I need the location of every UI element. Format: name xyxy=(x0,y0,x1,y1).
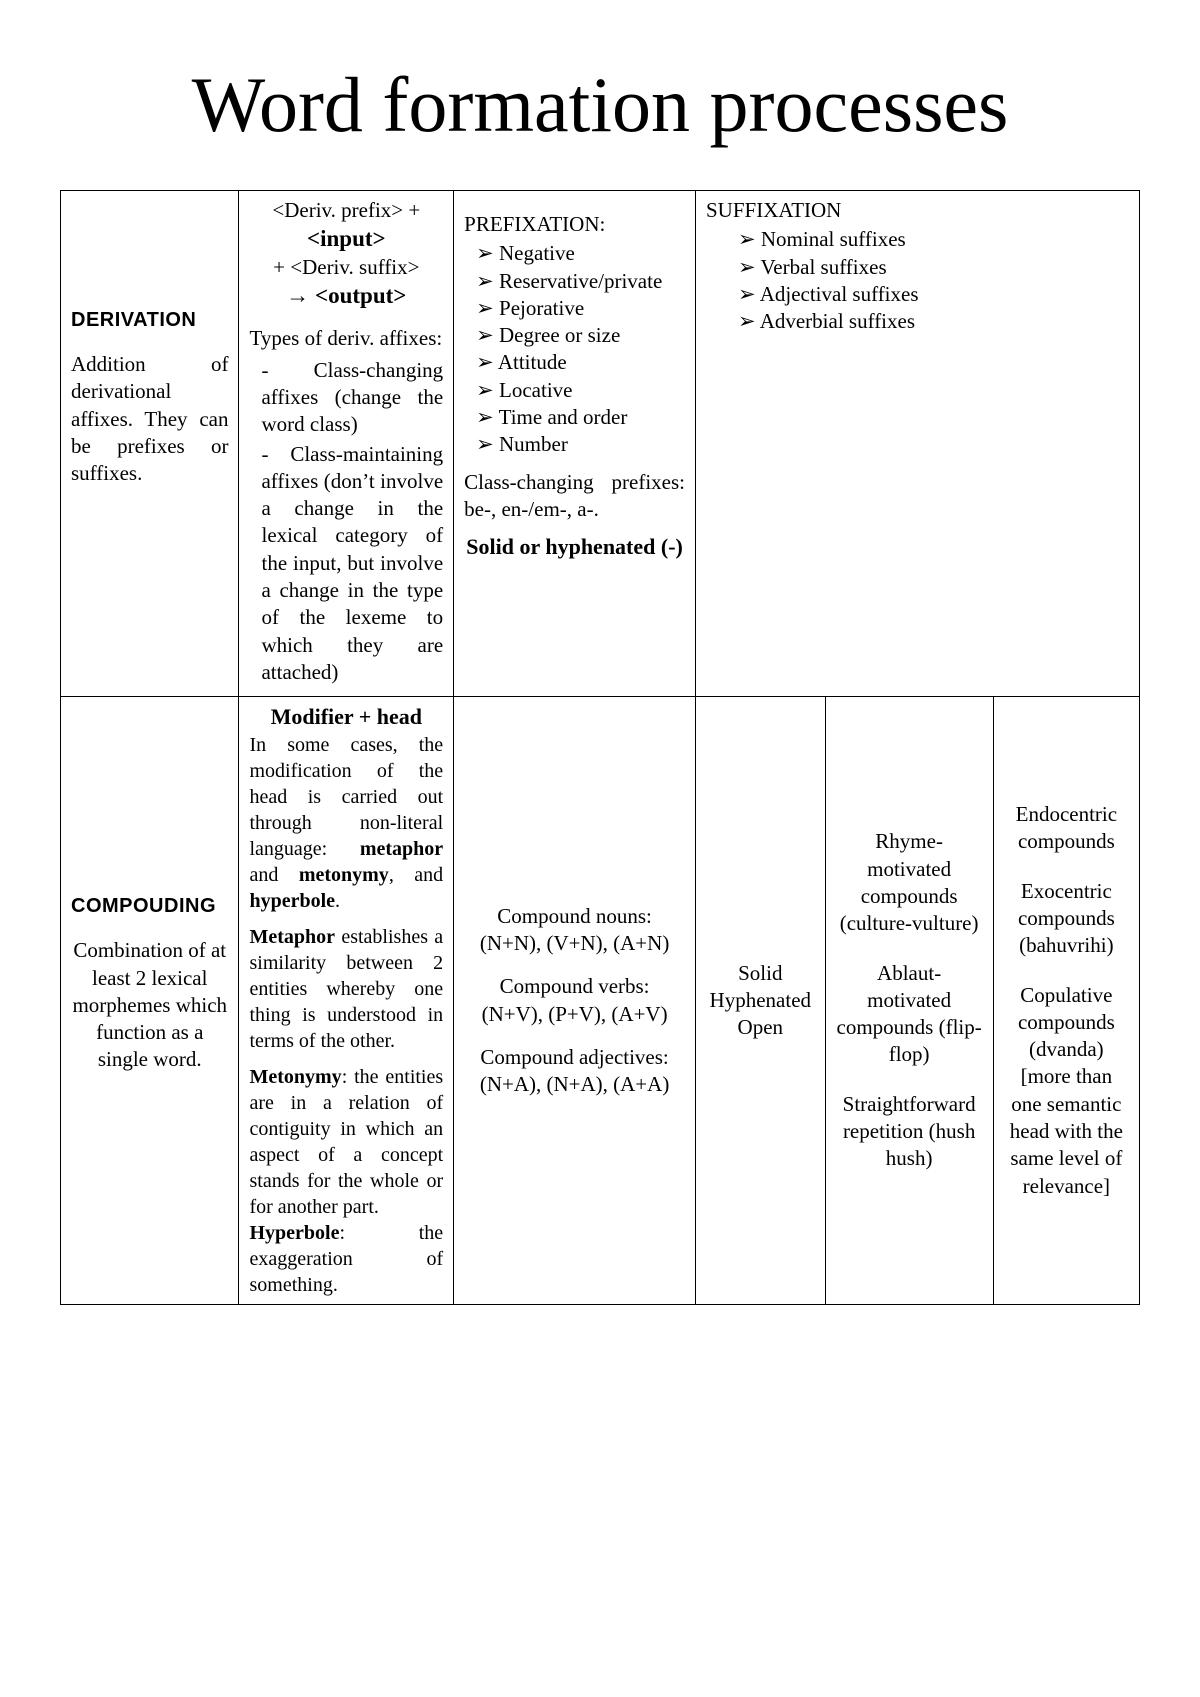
formula-line: <input> xyxy=(249,224,443,254)
prefixation-list: Negative Reservative/private Pejorative … xyxy=(464,240,685,458)
text: : the entities are in a relation of cont… xyxy=(249,1066,443,1218)
spelling-line: Solid xyxy=(706,960,815,987)
cnouns-h: Compound nouns: xyxy=(464,903,685,930)
list-item: Negative xyxy=(472,240,685,267)
solid-hyphenated: Solid or hyphenated (-) xyxy=(464,533,685,562)
head-b: Exocentric compounds (bahuvrihi) xyxy=(1004,878,1129,960)
head-a: Endocentric compounds xyxy=(1004,801,1129,856)
cell-compounding-label: COMPOUDING Combination of at least 2 lex… xyxy=(61,697,239,1305)
list-item: Reservative/private xyxy=(472,268,685,295)
cell-compound-types: Compound nouns: (N+N), (V+N), (A+N) Comp… xyxy=(454,697,696,1305)
text: Metonymy xyxy=(249,1066,341,1088)
cell-derivation-label: DERIVATION Addition of derivational affi… xyxy=(61,191,239,697)
list-item: Locative xyxy=(472,377,685,404)
text: , and xyxy=(389,864,443,886)
head-c: Copulative compounds (dvanda) [more than… xyxy=(1004,982,1129,1200)
text: Hyperbole xyxy=(249,1222,339,1244)
list-item: Pejorative xyxy=(472,295,685,322)
suffixation-list: Nominal suffixes Verbal suffixes Adjecti… xyxy=(706,226,1129,335)
spelling-line: Open xyxy=(706,1014,815,1041)
cverbs-h: Compound verbs: xyxy=(464,973,685,1000)
list-item: Time and order xyxy=(472,404,685,431)
list-item: Nominal suffixes xyxy=(734,226,1129,253)
page: Word formation processes DERIVATION Addi… xyxy=(0,0,1200,1697)
cadj-h: Compound adjectives: xyxy=(464,1044,685,1071)
list-item: Attitude xyxy=(472,349,685,376)
types-list: Class-changing affixes (change the word … xyxy=(249,357,443,687)
modhead-p1: In some cases, the modification of the h… xyxy=(249,732,443,914)
text: hyperbole xyxy=(249,890,335,912)
metaphor-def: Metaphor establishes a similarity betwee… xyxy=(249,924,443,1054)
cnouns-l: (N+N), (V+N), (A+N) xyxy=(464,930,685,957)
list-item: Class-maintaining affixes (don’t involve… xyxy=(257,441,443,687)
desc-compounding: Combination of at least 2 lexical morphe… xyxy=(71,937,228,1073)
cell-deriv-formula: <Deriv. prefix> + <input> + <Deriv. suff… xyxy=(239,191,454,697)
list-item: Adjectival suffixes xyxy=(734,281,1129,308)
cadj-l: (N+A), (N+A), (A+A) xyxy=(464,1071,685,1098)
text: Metaphor xyxy=(249,926,335,948)
suffixation-head: SUFFIXATION xyxy=(706,197,1129,224)
spelling-line: Hyphenated xyxy=(706,987,815,1014)
table-row: COMPOUDING Combination of at least 2 lex… xyxy=(61,697,1140,1305)
prefixation-head: PREFIXATION: xyxy=(464,211,685,238)
modifier-head: Modifier + head xyxy=(249,703,443,732)
redup-c: Straightforward repetition (hush hush) xyxy=(836,1091,983,1173)
cell-prefixation: PREFIXATION: Negative Reservative/privat… xyxy=(454,191,696,697)
formula-line: → <output> xyxy=(249,281,443,311)
cell-suffixation: SUFFIXATION Nominal suffixes Verbal suff… xyxy=(696,191,1140,697)
list-item: Adverbial suffixes xyxy=(734,308,1129,335)
redup-a: Rhyme-motivated compounds (culture-vultu… xyxy=(836,828,983,937)
text: metaphor xyxy=(360,838,443,860)
table-row: DERIVATION Addition of derivational affi… xyxy=(61,191,1140,697)
redup-b: Ablaut-motivated compounds (flip-flop) xyxy=(836,960,983,1069)
word-formation-table: DERIVATION Addition of derivational affi… xyxy=(60,190,1140,1305)
cell-spelling: Solid Hyphenated Open xyxy=(696,697,826,1305)
desc-derivation: Addition of derivational affixes. They c… xyxy=(71,351,228,487)
label-compounding: COMPOUDING xyxy=(71,893,228,919)
cverbs-l: (N+V), (P+V), (A+V) xyxy=(464,1001,685,1028)
list-item: Number xyxy=(472,431,685,458)
text: . xyxy=(335,890,340,912)
cell-headedness: Endocentric compounds Exocentric compoun… xyxy=(993,697,1139,1305)
hyperbole-def: Hyperbole: the exaggeration of something… xyxy=(249,1220,443,1298)
page-title: Word formation processes xyxy=(60,60,1140,150)
text: and xyxy=(249,864,298,886)
list-item: Class-changing affixes (change the word … xyxy=(257,357,443,439)
cell-reduplication: Rhyme-motivated compounds (culture-vultu… xyxy=(825,697,993,1305)
text: metonymy xyxy=(299,864,389,886)
types-intro: Types of deriv. affixes: xyxy=(249,325,443,352)
formula-line: + <Deriv. suffix> xyxy=(249,254,443,281)
list-item: Verbal suffixes xyxy=(734,254,1129,281)
class-changing-prefixes: Class-changing prefixes: be-, en-/em-, a… xyxy=(464,469,685,524)
formula-line: <Deriv. prefix> + xyxy=(249,197,443,224)
metonymy-def: Metonymy: the entities are in a relation… xyxy=(249,1064,443,1220)
label-derivation: DERIVATION xyxy=(71,307,228,333)
list-item: Degree or size xyxy=(472,322,685,349)
cell-modifier-head: Modifier + head In some cases, the modif… xyxy=(239,697,454,1305)
